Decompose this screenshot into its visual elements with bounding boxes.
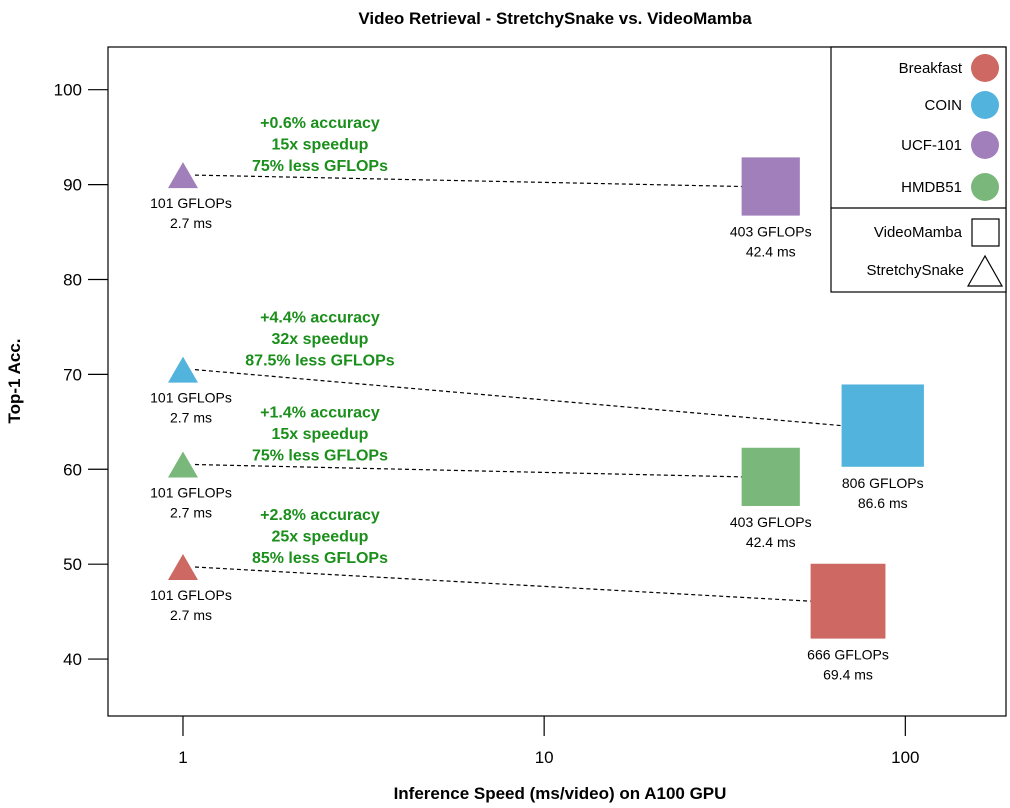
point-labels: 101 GFLOPs 2.7 ms 403 GFLOPs 42.4 ms 101 GFL…: [150, 195, 923, 682]
y-axis-label: Top-1 Acc.: [5, 338, 24, 423]
y-tick-label: 40: [63, 650, 82, 669]
chart-title: Video Retrieval - StretchySnake vs. Vide…: [358, 9, 752, 28]
y-axis: 40 50 60 70 80 90 100: [54, 81, 108, 669]
legend: Breakfast COIN UCF-101 HMDB51 VideoMamba Stre…: [830, 46, 1007, 293]
legend-square-marker: [971, 218, 1000, 247]
legend-swatch-breakfast: [971, 54, 999, 82]
annotation-line: 85% less GFLOPs: [252, 550, 388, 567]
connector-line: [194, 463, 742, 478]
x-tick-label: 10: [535, 748, 554, 767]
legend-label-hmdb51: HMDB51: [901, 179, 962, 196]
videomamba-time-label: 42.4 ms: [746, 244, 796, 260]
y-tick-label: 80: [63, 270, 82, 289]
annotation-line: +4.4% accuracy: [260, 310, 380, 327]
legend-label-videomamba: VideoMamba: [874, 224, 963, 241]
annotation-line: 87.5% less GFLOPs: [245, 353, 395, 370]
annotation-line: 25x speedup: [272, 529, 369, 546]
y-tick-label: 100: [54, 81, 82, 100]
stretchysnake-gflops-label: 101 GFLOPs: [150, 390, 232, 406]
y-tick-label: 50: [63, 555, 82, 574]
plot-frame: [107, 46, 1007, 717]
x-tick-label: 100: [891, 748, 919, 767]
connector-line: [194, 369, 842, 427]
stretchysnake-time-label: 2.7 ms: [170, 215, 212, 231]
annotation-line: 32x speedup: [272, 331, 369, 348]
annotation-line: 15x speedup: [272, 137, 369, 154]
stretchysnake-triangle-breakfast: [167, 554, 198, 581]
annotation-line: +0.6% accuracy: [260, 115, 380, 132]
legend-label-stretchysnake: StretchySnake: [866, 262, 964, 279]
connector-line: [194, 566, 811, 602]
y-tick-label: 70: [63, 365, 82, 384]
videomamba-time-label: 42.4 ms: [746, 534, 796, 550]
videomamba-square-ucf-101: [741, 157, 800, 216]
legend-swatch-hmdb51: [971, 173, 999, 201]
videomamba-gflops-label: 403 GFLOPs: [730, 514, 812, 530]
stretchysnake-time-label: 2.7 ms: [170, 505, 212, 521]
legend-label-breakfast: Breakfast: [899, 60, 963, 77]
stretchysnake-gflops-label: 101 GFLOPs: [150, 195, 232, 211]
legend-swatch-coin: [971, 91, 999, 119]
stretchysnake-time-label: 2.7 ms: [170, 410, 212, 426]
legend-box: [830, 46, 1007, 293]
stretchysnake-triangle-coin: [167, 356, 198, 383]
annotation-line: +1.4% accuracy: [260, 405, 380, 422]
videomamba-gflops-label: 666 GFLOPs: [807, 647, 889, 663]
annotation-line: +2.8% accuracy: [260, 507, 380, 524]
y-tick-label: 60: [63, 460, 82, 479]
connector-lines: [194, 174, 842, 602]
annotation-line: 15x speedup: [272, 426, 369, 443]
legend-label-ucf-101: UCF-101: [901, 137, 962, 154]
legend-label-coin: COIN: [925, 97, 963, 114]
x-tick-label: 1: [178, 748, 187, 767]
videomamba-time-label: 86.6 ms: [858, 495, 908, 511]
videomamba-gflops-label: 806 GFLOPs: [842, 475, 924, 491]
annotation-line: 75% less GFLOPs: [252, 448, 388, 465]
stretchysnake-time-label: 2.7 ms: [170, 607, 212, 623]
data-marks: [167, 157, 924, 639]
legend-swatch-ucf-101: [971, 131, 999, 159]
annotations: +0.6% accuracy 15x speedup 75% less GFLOPs…: [245, 115, 395, 567]
stretchysnake-triangle-hmdb51: [167, 451, 198, 478]
stretchysnake-gflops-label: 101 GFLOPs: [150, 485, 232, 501]
videomamba-gflops-label: 403 GFLOPs: [730, 224, 812, 240]
stretchysnake-gflops-label: 101 GFLOPs: [150, 587, 232, 603]
videomamba-square-breakfast: [810, 563, 886, 639]
y-tick-label: 90: [63, 176, 82, 195]
legend-triangle-marker: [966, 254, 1004, 287]
videomamba-time-label: 69.4 ms: [823, 667, 873, 683]
connector-line: [194, 174, 742, 188]
videomamba-square-coin: [841, 384, 924, 467]
videomamba-square-hmdb51: [741, 447, 800, 506]
stretchysnake-triangle-ucf-101: [167, 162, 198, 189]
annotation-line: 75% less GFLOPs: [252, 158, 388, 175]
x-axis: 1 10 100: [178, 716, 920, 767]
x-axis-label: Inference Speed (ms/video) on A100 GPU: [394, 784, 727, 803]
